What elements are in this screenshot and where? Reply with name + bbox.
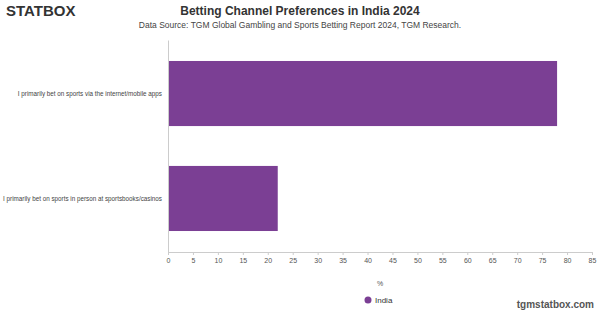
x-tick-label: 10: [214, 257, 222, 264]
x-tick-mark: [542, 252, 543, 255]
x-tick-label: 45: [389, 257, 397, 264]
x-tick-mark: [218, 252, 219, 255]
x-tick-mark: [268, 252, 269, 255]
x-tick: 25: [289, 252, 297, 264]
y-tick: I primarily bet on sports via the intern…: [18, 90, 168, 98]
x-tick-label: 25: [289, 257, 297, 264]
chart: STATBOX tgmstatbox.com Betting Channel Pre…: [0, 0, 600, 314]
x-tick-mark: [318, 252, 319, 255]
y-axis-line: [168, 41, 169, 253]
x-tick-label: 20: [264, 257, 272, 264]
title: Betting Channel Preferences in India 202…: [180, 4, 420, 18]
x-tick: 65: [489, 252, 497, 264]
x-tick-label: 80: [564, 257, 572, 264]
x-tick-label: 30: [314, 257, 322, 264]
y-tick: I primarily bet on sports in person at s…: [3, 194, 168, 202]
x-tick-mark: [243, 252, 244, 255]
x-tick: 10: [214, 252, 222, 264]
x-tick-mark: [368, 252, 369, 255]
x-tick-label: 70: [514, 257, 522, 264]
x-tick: 70: [514, 252, 522, 264]
x-tick: 40: [364, 252, 372, 264]
x-tick: 55: [439, 252, 447, 264]
x-tick: 50: [414, 252, 422, 264]
y-tick-label: I primarily bet on sports in person at s…: [3, 194, 162, 202]
x-tick-mark: [193, 252, 194, 255]
legend-marker: [365, 297, 372, 304]
x-tick-label: 5: [191, 257, 195, 264]
x-tick: 35: [339, 252, 347, 264]
x-tick-mark: [492, 252, 493, 255]
x-tick-label: 40: [364, 257, 372, 264]
x-tick: 60: [464, 252, 472, 264]
y-tick-label: I primarily bet on sports via the intern…: [18, 90, 162, 98]
x-tick-label: 50: [414, 257, 422, 264]
x-tick: 80: [564, 252, 572, 264]
x-axis-title: %: [377, 280, 383, 287]
x-tick: 85: [589, 252, 597, 264]
x-tick: 30: [314, 252, 322, 264]
x-tick-label: 65: [489, 257, 497, 264]
legend-label: India: [375, 296, 393, 305]
x-tick-mark: [392, 252, 393, 255]
x-tick: 75: [539, 252, 547, 264]
x-axis: 0 5 10 15 20 25 30 35 40 45 50 55 60 65 70 75 80 85: [167, 252, 597, 264]
x-tick: 45: [389, 252, 397, 264]
x-tick-label: 0: [167, 257, 171, 264]
bars: [168, 61, 557, 231]
x-tick: 15: [239, 252, 247, 264]
footer: tgmstatbox.com: [517, 299, 594, 310]
logo: STATBOX: [6, 2, 75, 19]
x-tick-mark: [467, 252, 468, 255]
x-tick-label: 35: [339, 257, 347, 264]
y-axis: I primarily bet on sports via the intern…: [3, 41, 168, 253]
x-tick: 5: [191, 252, 195, 264]
x-tick-label: 85: [589, 257, 597, 264]
x-tick-mark: [343, 252, 344, 255]
x-tick-mark: [517, 252, 518, 255]
x-tick-mark: [442, 252, 443, 255]
x-tick-mark: [592, 252, 593, 255]
bar: [168, 166, 278, 231]
x-tick-mark: [417, 252, 418, 255]
x-tick-label: 15: [239, 257, 247, 264]
x-tick-label: 55: [439, 257, 447, 264]
bar: [168, 61, 557, 126]
x-tick: 20: [264, 252, 272, 264]
legend: India: [365, 296, 393, 305]
x-tick-mark: [567, 252, 568, 255]
subtitle: Data Source: TGM Global Gambling and Spo…: [139, 20, 461, 30]
x-tick: 0: [167, 252, 171, 264]
x-tick-label: 75: [539, 257, 547, 264]
plot: 0 5 10 15 20 25 30 35 40 45 50 55 60 65 70 75 80 85 I prim…: [3, 41, 596, 264]
x-axis-line: [169, 253, 593, 256]
x-tick-mark: [293, 252, 294, 255]
x-tick-label: 60: [464, 257, 472, 264]
